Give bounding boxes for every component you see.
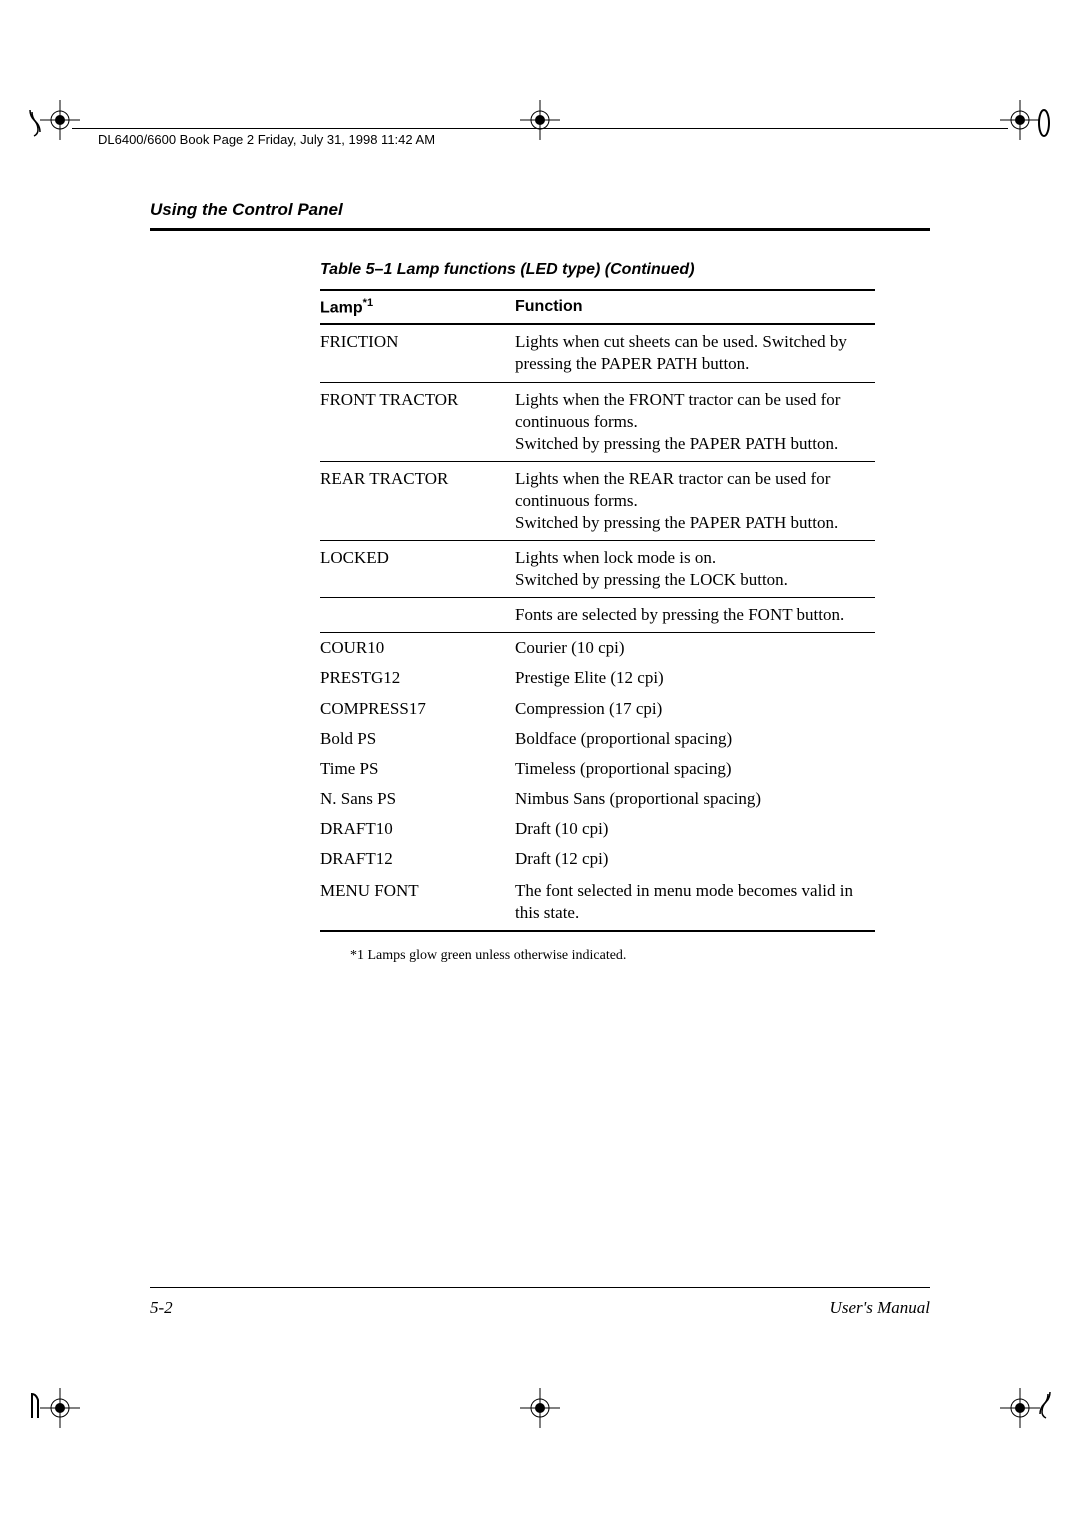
lamp-cell: DRAFT10 (320, 814, 515, 844)
function-cell: The font selected in menu mode becomes v… (515, 874, 875, 931)
footer-rule (150, 1287, 930, 1288)
crop-mark (1000, 1388, 1040, 1428)
lamp-cell: COUR10 (320, 633, 515, 664)
table-row: COUR10Courier (10 cpi) (320, 633, 875, 664)
table-row: COMPRESS17Compression (17 cpi) (320, 694, 875, 724)
lamp-cell: Bold PS (320, 724, 515, 754)
lamp-functions-table: Lamp*1 Function FRICTIONLights when cut … (320, 289, 875, 932)
table-row: MENU FONTThe font selected in menu mode … (320, 874, 875, 931)
function-cell: Timeless (proportional spacing) (515, 754, 875, 784)
binder-mark-icon (1036, 1390, 1052, 1420)
header-text: Lamp (320, 299, 363, 316)
page-number: 5-2 (150, 1298, 173, 1318)
table-header-lamp: Lamp*1 (320, 290, 515, 324)
table-row: DRAFT10Draft (10 cpi) (320, 814, 875, 844)
lamp-cell: PRESTG12 (320, 663, 515, 693)
function-cell: Lights when the REAR tractor can be used… (515, 461, 875, 540)
function-cell: Draft (12 cpi) (515, 844, 875, 874)
table-row: FRICTIONLights when cut sheets can be us… (320, 324, 875, 382)
lamp-cell: FRICTION (320, 324, 515, 382)
table-row: Time PSTimeless (proportional spacing) (320, 754, 875, 784)
lamp-cell: N. Sans PS (320, 784, 515, 814)
lamp-cell: LOCKED (320, 541, 515, 598)
binder-mark-icon (28, 1390, 44, 1420)
binder-mark-icon (1036, 108, 1052, 138)
function-cell: Lights when the FRONT tractor can be use… (515, 382, 875, 461)
section-title: Using the Control Panel (150, 200, 930, 220)
table-row: Fonts are selected by pressing the FONT … (320, 598, 875, 633)
table-row: REAR TRACTORLights when the REAR tractor… (320, 461, 875, 540)
lamp-cell: FRONT TRACTOR (320, 382, 515, 461)
crop-mark (40, 1388, 80, 1428)
function-cell: Nimbus Sans (proportional spacing) (515, 784, 875, 814)
lamp-cell: Time PS (320, 754, 515, 784)
table-row: LOCKEDLights when lock mode is on. Switc… (320, 541, 875, 598)
lamp-cell: REAR TRACTOR (320, 461, 515, 540)
function-cell: Prestige Elite (12 cpi) (515, 663, 875, 693)
lamp-cell (320, 598, 515, 633)
function-cell: Compression (17 cpi) (515, 694, 875, 724)
lamp-cell: DRAFT12 (320, 844, 515, 874)
table-row: N. Sans PSNimbus Sans (proportional spac… (320, 784, 875, 814)
table-row: DRAFT12Draft (12 cpi) (320, 844, 875, 874)
section-rule (150, 228, 930, 231)
crop-mark (520, 100, 560, 140)
crop-mark (1000, 100, 1040, 140)
table-row: Bold PSBoldface (proportional spacing) (320, 724, 875, 754)
function-cell: Courier (10 cpi) (515, 633, 875, 664)
crop-mark (520, 1388, 560, 1428)
page-header-text: DL6400/6600 Book Page 2 Friday, July 31,… (98, 132, 435, 147)
table-caption: Table 5–1 Lamp functions (LED type) (Con… (320, 261, 930, 279)
binder-mark-icon (28, 108, 44, 138)
function-cell: Fonts are selected by pressing the FONT … (515, 598, 875, 633)
function-cell: Boldface (proportional spacing) (515, 724, 875, 754)
lamp-cell: COMPRESS17 (320, 694, 515, 724)
crop-mark (40, 100, 80, 140)
function-cell: Lights when cut sheets can be used. Swit… (515, 324, 875, 382)
lamp-cell: MENU FONT (320, 874, 515, 931)
table-header-function: Function (515, 290, 875, 324)
footer-label: User's Manual (830, 1298, 930, 1318)
table-row: FRONT TRACTORLights when the FRONT tract… (320, 382, 875, 461)
table-row: PRESTG12Prestige Elite (12 cpi) (320, 663, 875, 693)
header-rule (72, 128, 1008, 129)
header-sup: *1 (363, 297, 373, 309)
footnote: *1 Lamps glow green unless otherwise ind… (350, 948, 930, 964)
function-cell: Lights when lock mode is on. Switched by… (515, 541, 875, 598)
function-cell: Draft (10 cpi) (515, 814, 875, 844)
